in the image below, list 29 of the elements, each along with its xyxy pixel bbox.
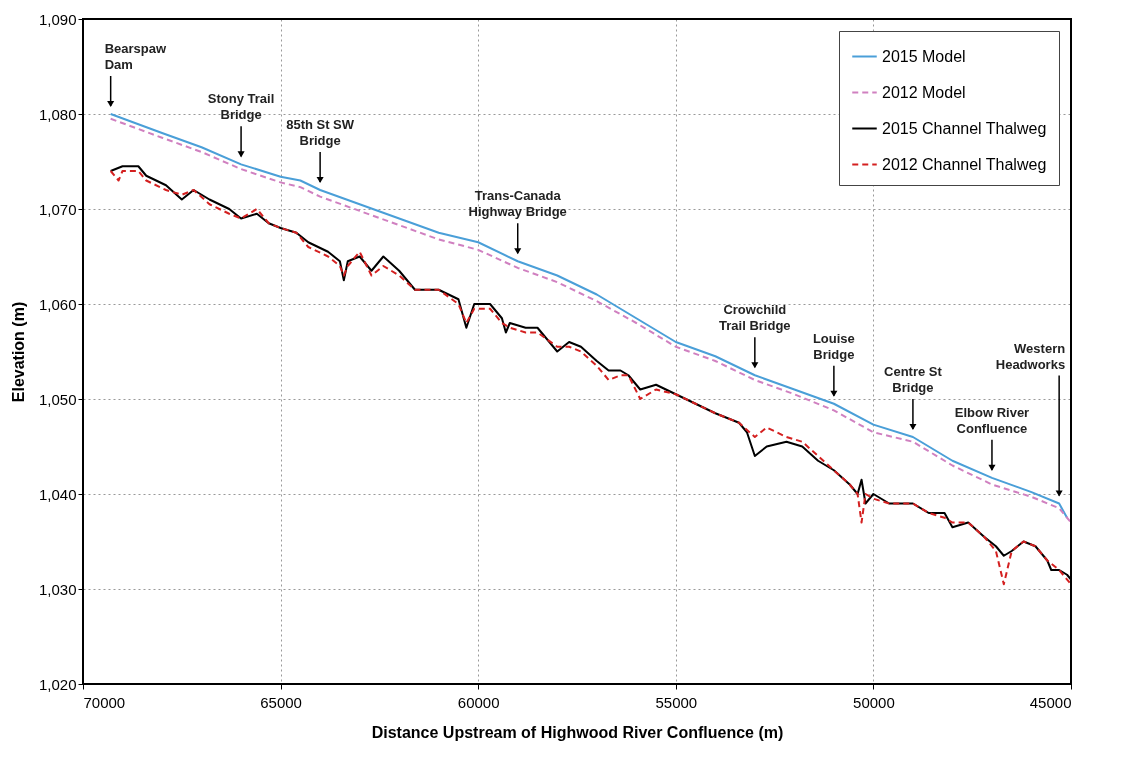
legend-label: 2012 Model [882,83,966,101]
annotation: Bearspaw Dam [104,41,167,72]
annotation: Trans-Canada Highway Bridge [468,188,567,220]
legend-label: 2015 Model [882,47,966,65]
y-tick-label: 1,080 [38,105,77,123]
annotation: Centre St Bridge [884,364,943,395]
x-tick-label: 60000 [457,693,500,711]
annotation: Stony Trail Bridge [207,91,275,123]
legend-label: 2015 Channel Thalweg [882,119,1047,137]
y-tick-label: 1,070 [38,200,77,218]
y-axis-title: Elevation (m) [9,301,27,403]
annotation: Crowchild Trail Bridge [719,302,791,334]
x-tick-label: 55000 [655,693,698,711]
x-tick-label: 50000 [853,693,895,711]
annotation: Louise Bridge [812,330,855,362]
y-tick-label: 1,020 [38,675,77,693]
legend-label: 2012 Channel Thalweg [882,155,1047,173]
annotation: Western Headworks [995,340,1066,372]
y-tick-label: 1,030 [38,580,77,598]
y-tick-label: 1,090 [38,10,77,28]
y-tick-label: 1,040 [38,485,77,503]
y-tick-label: 1,060 [38,295,77,313]
annotation: Elbow River Confluence [954,404,1030,436]
annotation: 85th St SW Bridge [286,117,355,148]
x-tick-label: 70000 [83,693,126,711]
x-axis-title: Distance Upstream of Highwood River Confluence (m) [371,723,784,741]
x-tick-label: 65000 [260,693,302,711]
x-tick-label: 45000 [1029,693,1072,711]
y-tick-label: 1,050 [38,390,77,408]
